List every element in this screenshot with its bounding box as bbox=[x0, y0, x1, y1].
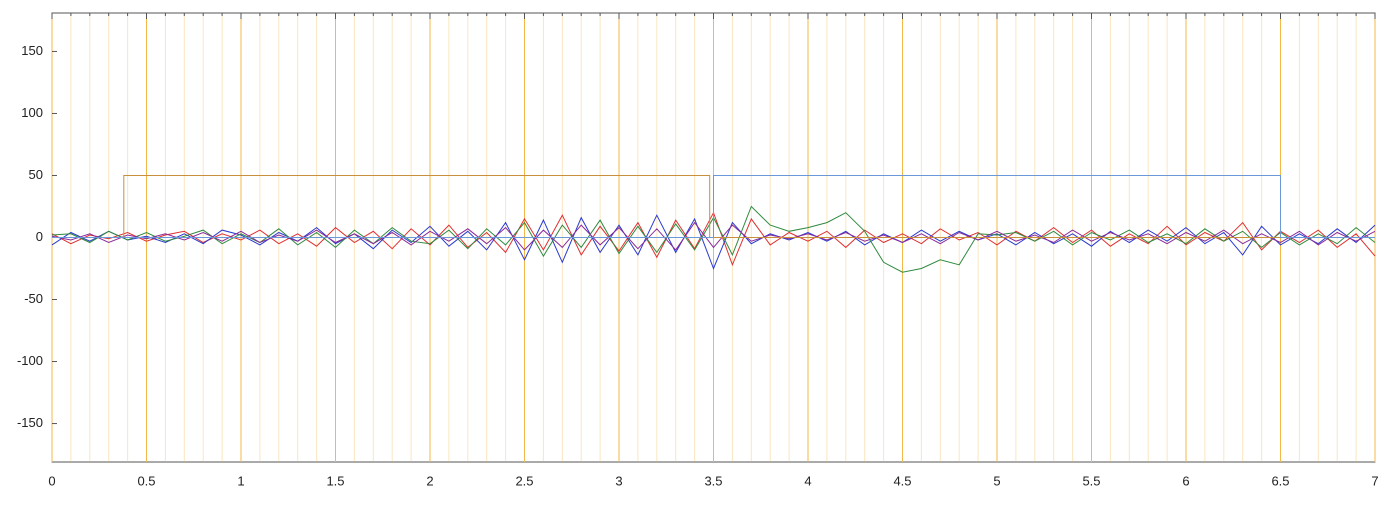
y-tick-label: 50 bbox=[29, 167, 43, 182]
x-tick-label: 7 bbox=[1371, 473, 1378, 488]
series-line bbox=[51, 214, 1376, 270]
x-tick-label: 6.5 bbox=[1271, 473, 1289, 488]
x-tick-label: 3 bbox=[615, 473, 622, 488]
y-tick-label: 150 bbox=[21, 43, 43, 58]
y-tick-label: -150 bbox=[17, 415, 43, 430]
y-tick-label: -50 bbox=[24, 291, 43, 306]
x-tick-label: 2 bbox=[426, 473, 433, 488]
x-tick-label: 2.5 bbox=[515, 473, 533, 488]
x-tick-label: 1.5 bbox=[326, 473, 344, 488]
x-tick-label: 4.5 bbox=[893, 473, 911, 488]
x-tick-label: 5.5 bbox=[1082, 473, 1100, 488]
x-tick-label: 0 bbox=[48, 473, 55, 488]
x-tick-label: 1 bbox=[237, 473, 244, 488]
x-tick-label: 4 bbox=[804, 473, 811, 488]
x-tick-label: 3.5 bbox=[704, 473, 722, 488]
y-tick-label: -100 bbox=[17, 353, 43, 368]
x-tick-label: 6 bbox=[1182, 473, 1189, 488]
y-tick-label: 0 bbox=[36, 229, 43, 244]
x-tick-label: 5 bbox=[993, 473, 1000, 488]
y-tick-label: 100 bbox=[21, 105, 43, 120]
x-tick-label: 0.5 bbox=[137, 473, 155, 488]
series-line bbox=[52, 175, 1375, 238]
